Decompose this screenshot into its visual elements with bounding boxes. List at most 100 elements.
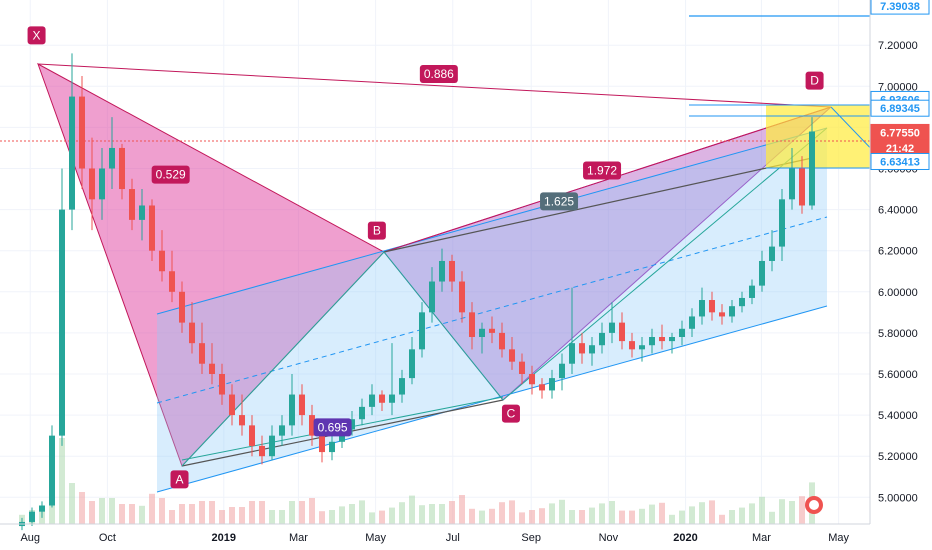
volume-bar [759, 496, 765, 524]
price-axis [0, 0, 871, 525]
candle-body [199, 343, 205, 364]
candle-body [209, 363, 215, 374]
volume-bar [729, 510, 735, 524]
volume-bar [149, 493, 155, 524]
flag-icon [805, 496, 823, 514]
volume-bar [319, 511, 325, 524]
x-tick-label: Sep [521, 532, 541, 544]
volume-bar [329, 510, 335, 524]
y-tick-label: 5.40000 [878, 410, 918, 422]
candle-body [129, 189, 135, 220]
candle-body [799, 168, 805, 206]
y-tick-label: 7.20000 [878, 40, 918, 52]
volume-bar [679, 510, 685, 524]
volume-bar [359, 500, 365, 524]
y-tick-label: 6.20000 [878, 246, 918, 258]
candle-body [719, 312, 725, 317]
candle-body [519, 361, 525, 374]
volume-bar [279, 510, 285, 524]
svg-text:6.63413: 6.63413 [880, 156, 920, 168]
green-trend-3 [502, 127, 828, 401]
volume-bar [339, 506, 345, 524]
svg-text:0.886: 0.886 [424, 67, 454, 81]
volume-bar [209, 501, 215, 524]
candle-body [779, 199, 785, 247]
volume-bar [789, 501, 795, 524]
candle-body [569, 343, 575, 364]
svg-text:0.695: 0.695 [318, 420, 348, 434]
candle-body [729, 306, 735, 317]
volume-bar [629, 510, 635, 524]
volume-bar [399, 502, 405, 524]
volume-bar [119, 504, 125, 524]
x-tick-label: Nov [599, 532, 619, 544]
candle-body [259, 445, 265, 457]
svg-text:21:42: 21:42 [886, 143, 914, 155]
svg-text:6.89345: 6.89345 [880, 103, 920, 115]
candle-body [299, 394, 305, 416]
ratio-label: 1.625 [540, 192, 579, 211]
volume-bar [689, 506, 695, 524]
candle-body [509, 349, 515, 362]
candle-body [219, 373, 225, 395]
candle-body [309, 415, 315, 436]
x-tick-label: Jul [446, 532, 460, 544]
point-label: D [805, 71, 824, 90]
candle-body [449, 260, 455, 282]
candle-body [59, 209, 65, 436]
volume-bar [159, 498, 165, 524]
candle-body [639, 345, 645, 350]
volume-bar [469, 508, 475, 524]
volume-bar [139, 505, 145, 524]
volume-bar [589, 507, 595, 524]
candle-body [279, 425, 285, 436]
y-tick-label: 7.00000 [878, 81, 918, 93]
candle-body [269, 435, 275, 457]
candle-body [599, 332, 605, 346]
volume-bar [579, 510, 585, 524]
volume-bar [419, 505, 425, 524]
volume-bar [549, 503, 555, 524]
volume-bar [479, 510, 485, 524]
candle-body [689, 316, 695, 329]
volume-bar [229, 507, 235, 524]
candle-body [709, 300, 715, 313]
volume-bar [509, 500, 515, 524]
svg-text:6.77550: 6.77550 [880, 127, 920, 139]
ratio-label: 1.972 [583, 161, 622, 180]
point-label: X [27, 26, 46, 45]
candle-body [429, 281, 435, 313]
volume-bar [309, 498, 315, 524]
y-tick-label: 5.60000 [878, 369, 918, 381]
y-tick-label: 5.00000 [878, 492, 918, 504]
volume-bar [659, 502, 665, 524]
candle-body [809, 131, 815, 206]
ratio-label: 0.529 [151, 165, 190, 184]
volume-bar [539, 508, 545, 524]
candle-body [149, 205, 155, 251]
volume-bar [739, 507, 745, 524]
x-tick-label: Aug [20, 532, 40, 544]
candle-body [99, 168, 105, 200]
volume-bar [249, 501, 255, 524]
volume-bar [699, 502, 705, 524]
prz-zone [766, 105, 870, 168]
y-tick-label: 5.20000 [878, 451, 918, 463]
volume-bar [459, 495, 465, 524]
candle-body [529, 373, 535, 385]
svg-text:A: A [176, 472, 184, 486]
svg-text:X: X [33, 28, 41, 42]
volume-bar [389, 507, 395, 524]
candle-body [289, 394, 295, 426]
candle-body [749, 285, 755, 298]
candle-body [669, 337, 675, 342]
x-tick-label: 2020 [673, 532, 697, 544]
volume-bar [89, 501, 95, 524]
candle-body [789, 168, 795, 200]
candle-body [229, 394, 235, 416]
volume-bar [129, 504, 135, 524]
candle-body [239, 415, 245, 426]
volume-bar [599, 503, 605, 524]
candle-body [69, 96, 75, 210]
x-tick-label: Mar [289, 532, 308, 544]
